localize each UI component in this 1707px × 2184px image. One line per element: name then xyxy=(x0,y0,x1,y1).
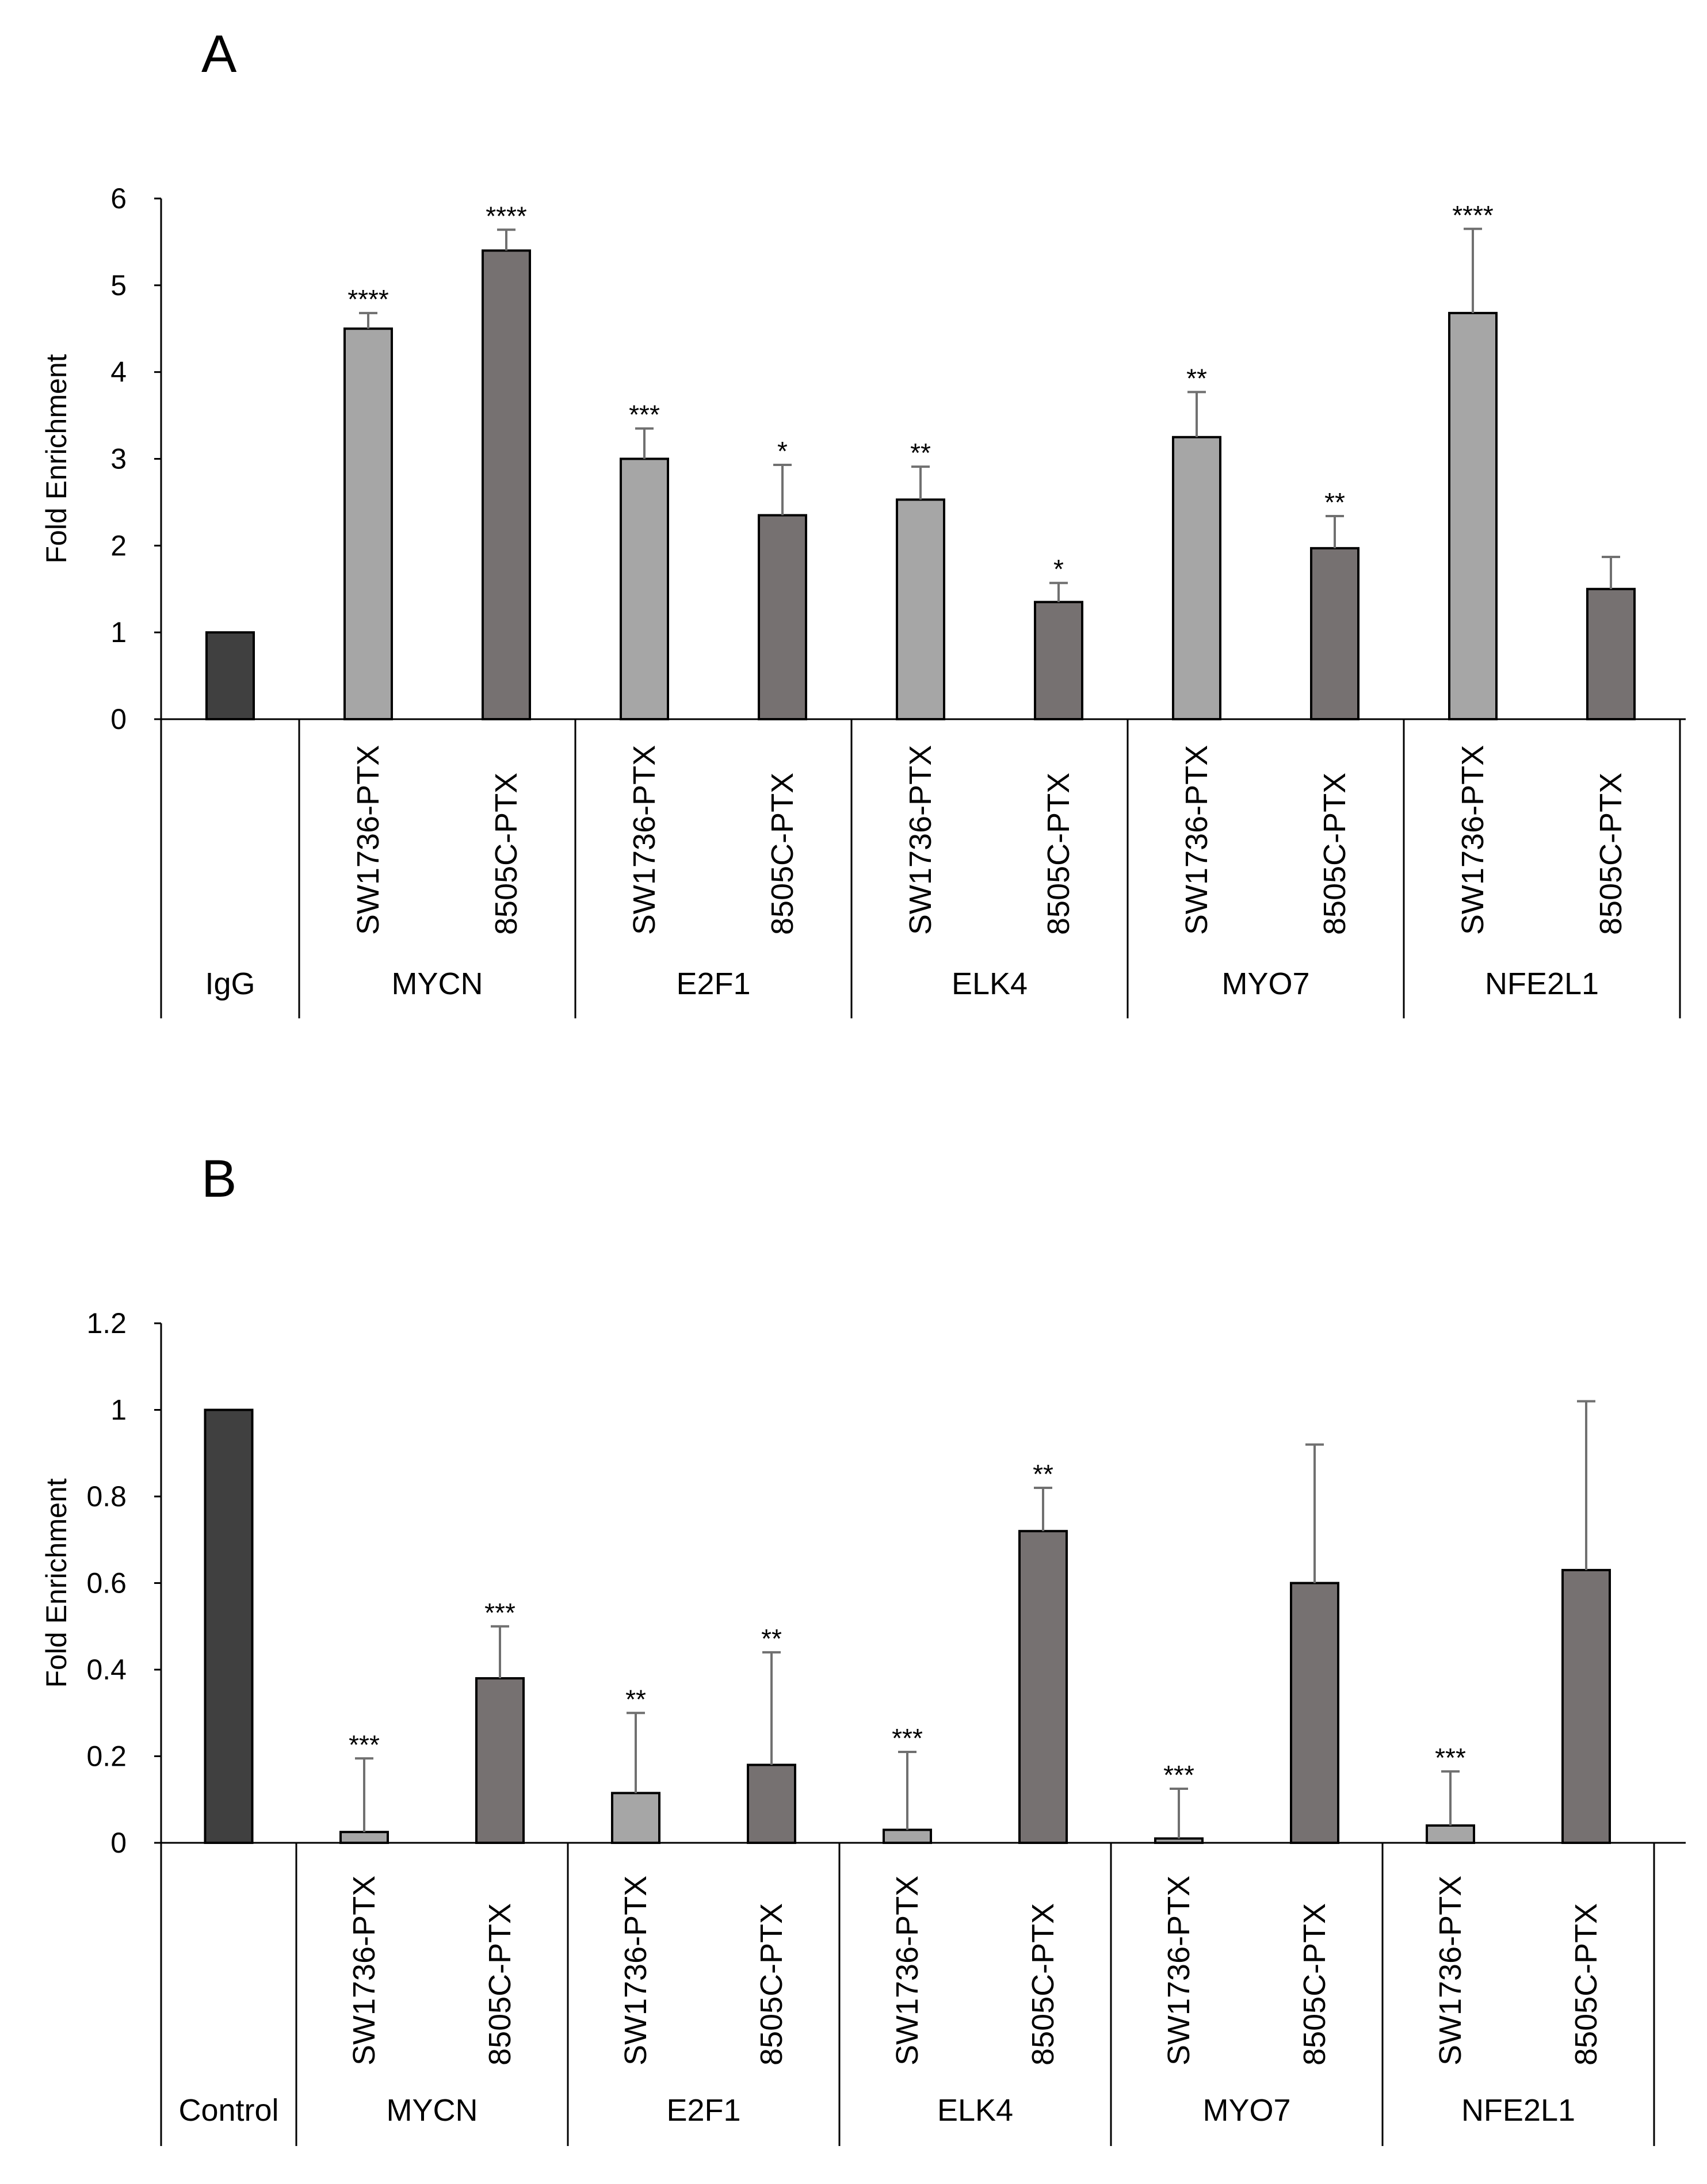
bar xyxy=(475,1677,525,1845)
significance-label: **** xyxy=(1452,200,1494,230)
bar xyxy=(758,514,807,721)
category-label: 8505C-PTX xyxy=(1594,773,1628,935)
significance-label: *** xyxy=(1163,1760,1194,1790)
y-tick-label: 1 xyxy=(110,616,127,648)
bar xyxy=(204,1408,254,1844)
panel-label: B xyxy=(201,1150,236,1208)
group-label: Control xyxy=(178,2093,278,2128)
group-label: NFE2L1 xyxy=(1461,2093,1575,2128)
group-label: ELK4 xyxy=(937,2093,1013,2128)
category-label: SW1736-PTX xyxy=(1433,1876,1468,2065)
bar xyxy=(1561,1568,1611,1845)
bar xyxy=(1448,312,1498,720)
bar xyxy=(1018,1530,1068,1844)
bar xyxy=(205,631,255,720)
bar xyxy=(883,1828,932,1845)
bar xyxy=(1290,1582,1339,1844)
category-label: SW1736-PTX xyxy=(890,1876,925,2065)
y-tick-label: 1 xyxy=(110,1394,127,1426)
y-axis-label: Fold Enrichment xyxy=(40,1478,72,1687)
group-label: MYO7 xyxy=(1221,967,1309,1001)
group-label: ELK4 xyxy=(952,967,1028,1001)
group-label: IgG xyxy=(205,967,255,1001)
bar xyxy=(747,1763,796,1845)
y-tick-label: 0 xyxy=(110,703,127,735)
group-label: MYCN xyxy=(387,2093,478,2128)
y-tick-label: 0.8 xyxy=(86,1480,127,1513)
bar xyxy=(482,249,531,720)
y-tick-label: 0.4 xyxy=(86,1654,127,1686)
y-tick-label: 0 xyxy=(110,1827,127,1859)
panel-label: A xyxy=(201,25,237,83)
y-tick-label: 5 xyxy=(110,269,127,301)
y-tick-label: 0.2 xyxy=(86,1740,127,1773)
significance-label: **** xyxy=(486,201,527,231)
category-label: 8505C-PTX xyxy=(1297,1903,1332,2065)
group-label: MYCN xyxy=(392,967,483,1001)
bar xyxy=(620,457,669,720)
significance-label: *** xyxy=(892,1723,923,1753)
y-tick-label: 0.6 xyxy=(86,1567,127,1599)
category-label: 8505C-PTX xyxy=(489,773,524,935)
category-label: 8505C-PTX xyxy=(483,1903,517,2065)
group-label: MYO7 xyxy=(1202,2093,1290,2128)
significance-label: ** xyxy=(1033,1459,1053,1489)
significance-label: ** xyxy=(910,438,931,468)
category-label: SW1736-PTX xyxy=(627,745,662,935)
bar xyxy=(1586,587,1636,720)
significance-label: **** xyxy=(347,284,389,314)
bar xyxy=(1426,1824,1475,1844)
bar xyxy=(339,1831,389,1844)
y-tick-label: 2 xyxy=(110,529,127,562)
significance-label: *** xyxy=(349,1729,380,1759)
category-label: SW1736-PTX xyxy=(351,745,385,935)
significance-label: *** xyxy=(484,1598,515,1628)
significance-label: *** xyxy=(629,400,660,430)
significance-label: *** xyxy=(1435,1743,1466,1773)
bar xyxy=(343,327,393,720)
category-label: 8505C-PTX xyxy=(1041,773,1076,935)
panel-b: B Fold Enrichment 0 0.2 0.4 0.6 0.8 1 1.2 Control… xyxy=(40,1150,1686,2146)
significance-label: * xyxy=(777,436,788,466)
bar xyxy=(1034,601,1083,720)
significance-label: ** xyxy=(625,1684,646,1714)
y-tick-label: 1.2 xyxy=(86,1307,127,1339)
category-label: 8505C-PTX xyxy=(1026,1903,1060,2065)
y-tick-label: 6 xyxy=(110,182,127,215)
significance-label: * xyxy=(1053,554,1064,584)
category-label: SW1736-PTX xyxy=(1179,745,1214,935)
category-label: 8505C-PTX xyxy=(754,1903,789,2065)
group-label: NFE2L1 xyxy=(1485,967,1599,1001)
category-label: 8505C-PTX xyxy=(765,773,800,935)
y-axis-label: Fold Enrichment xyxy=(40,354,72,563)
category-label: SW1736-PTX xyxy=(347,1876,381,2065)
group-label: E2F1 xyxy=(676,967,750,1001)
significance-label: ** xyxy=(1186,363,1207,393)
significance-label: ** xyxy=(1324,487,1345,517)
category-label: 8505C-PTX xyxy=(1569,1903,1603,2065)
y-tick-label: 3 xyxy=(110,443,127,475)
group-label: E2F1 xyxy=(666,2093,740,2128)
category-label: 8505C-PTX xyxy=(1318,773,1352,935)
y-tick-label: 4 xyxy=(110,356,127,388)
category-label: SW1736-PTX xyxy=(903,745,938,935)
category-label: SW1736-PTX xyxy=(618,1876,653,2065)
category-label: SW1736-PTX xyxy=(1456,745,1490,935)
bar xyxy=(1154,1837,1204,1845)
category-label: SW1736-PTX xyxy=(1162,1876,1196,2065)
bar xyxy=(896,498,945,720)
bar xyxy=(1172,436,1221,721)
bar xyxy=(611,1792,660,1844)
significance-label: ** xyxy=(761,1624,782,1654)
bar xyxy=(1310,547,1360,720)
